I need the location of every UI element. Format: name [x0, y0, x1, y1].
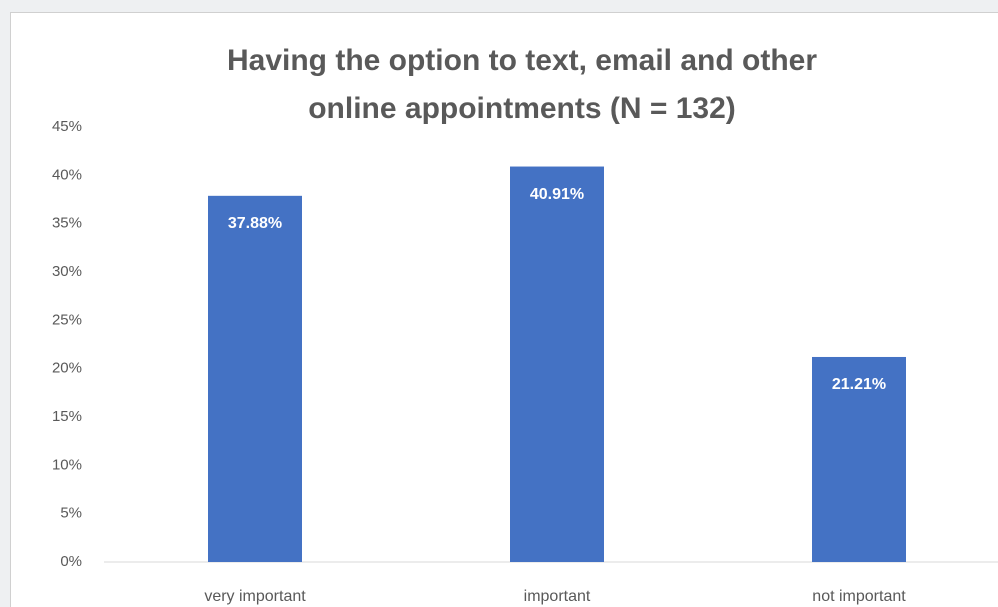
- y-tick-label: 20%: [52, 360, 82, 377]
- y-tick-label: 5%: [60, 505, 82, 522]
- y-tick-label: 10%: [52, 456, 82, 473]
- data-label: 21.21%: [832, 376, 886, 393]
- chart-title: Having the option to text, email and oth…: [227, 44, 817, 77]
- y-tick-label: 30%: [52, 263, 82, 280]
- x-tick-label: important: [524, 588, 591, 605]
- bar: [208, 195, 302, 562]
- y-tick-label: 40%: [52, 166, 82, 183]
- y-tick-label: 0%: [60, 553, 82, 570]
- bar: [510, 166, 604, 562]
- y-tick-label: 35%: [52, 215, 82, 232]
- y-tick-label: 25%: [52, 311, 82, 328]
- x-tick-label: not important: [812, 588, 906, 605]
- y-tick-label: 45%: [52, 118, 82, 135]
- x-tick-label: very important: [204, 588, 306, 605]
- y-tick-label: 15%: [52, 408, 82, 425]
- bar: [812, 356, 906, 562]
- chart-title: online appointments (N = 132): [308, 92, 736, 125]
- data-label: 37.88%: [228, 215, 282, 232]
- data-label: 40.91%: [530, 186, 584, 203]
